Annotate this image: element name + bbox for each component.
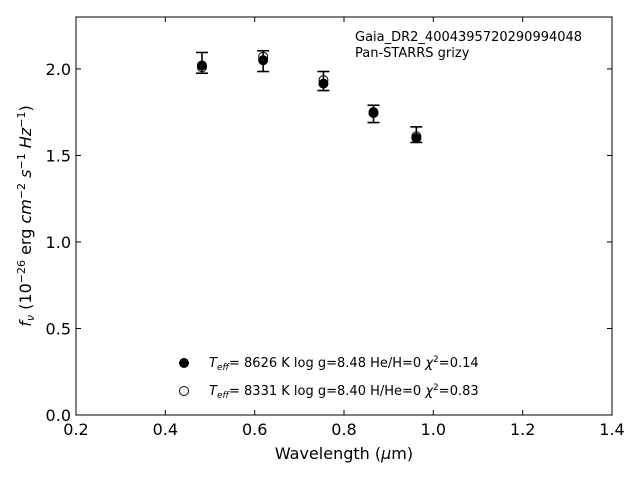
x-axis-label: Wavelength (μm) [275, 444, 413, 463]
x-axis-ticks: 0.2 0.4 0.6 0.8 1.0 1.2 1.4 [63, 17, 625, 439]
y-tick-label: 1.0 [46, 233, 71, 252]
x-tick-label: 0.2 [63, 420, 88, 439]
legend-chi2-2: 0.83 [450, 384, 479, 399]
legend-chi2-1: 0.14 [450, 356, 479, 371]
model-point-filled [258, 55, 269, 66]
y-tick-label: 0.0 [46, 406, 71, 425]
x-tick-label: 0.6 [242, 420, 267, 439]
y-tick-label: 1.5 [46, 146, 71, 165]
y-axis-ticks: 0.0 0.5 1.0 1.5 2.0 [46, 60, 612, 425]
model-point-filled [368, 107, 379, 118]
legend-teff-1: 8626 [244, 356, 277, 371]
legend-teff-2: 8331 [244, 384, 277, 399]
x-tick-label: 1.0 [421, 420, 446, 439]
legend-label-2: Teff= 8331 K log g=8.40 H/He=0 χ2=0.83 [209, 383, 479, 401]
y-tick-label: 0.5 [46, 319, 71, 338]
model-point-filled [196, 60, 207, 71]
y-tick-label: 2.0 [46, 60, 71, 79]
annotation-object-id: Gaia_DR2_4004395720290994048 [355, 30, 582, 45]
legend-comp-2: H/He=0 [370, 384, 421, 399]
x-tick-label: 0.4 [153, 420, 178, 439]
x-tick-label: 1.2 [510, 420, 535, 439]
model-point-filled [411, 133, 422, 144]
annotation-survey: Pan-STARRS grizy [355, 46, 470, 61]
legend-marker-filled [179, 358, 189, 368]
data-markers [196, 51, 422, 144]
plot-area [75, 16, 613, 416]
x-tick-label: 0.8 [331, 420, 356, 439]
legend-logg-1: 8.48 [337, 356, 366, 371]
legend-label-1: Teff= 8626 K log g=8.48 He/H=0 χ2=0.14 [209, 355, 479, 373]
legend-marker-open [179, 386, 189, 396]
legend-logg-2: 8.40 [337, 384, 366, 399]
model-point-filled [318, 78, 329, 89]
y-axis-label: fν (10−26 erg cm−2 s−1 Hz−1) [15, 105, 37, 326]
x-tick-label: 1.4 [599, 420, 624, 439]
legend-comp-1: He/H=0 [370, 356, 421, 371]
legend: Teff= 8626 K log g=8.48 He/H=0 χ2=0.14 T… [179, 355, 479, 401]
